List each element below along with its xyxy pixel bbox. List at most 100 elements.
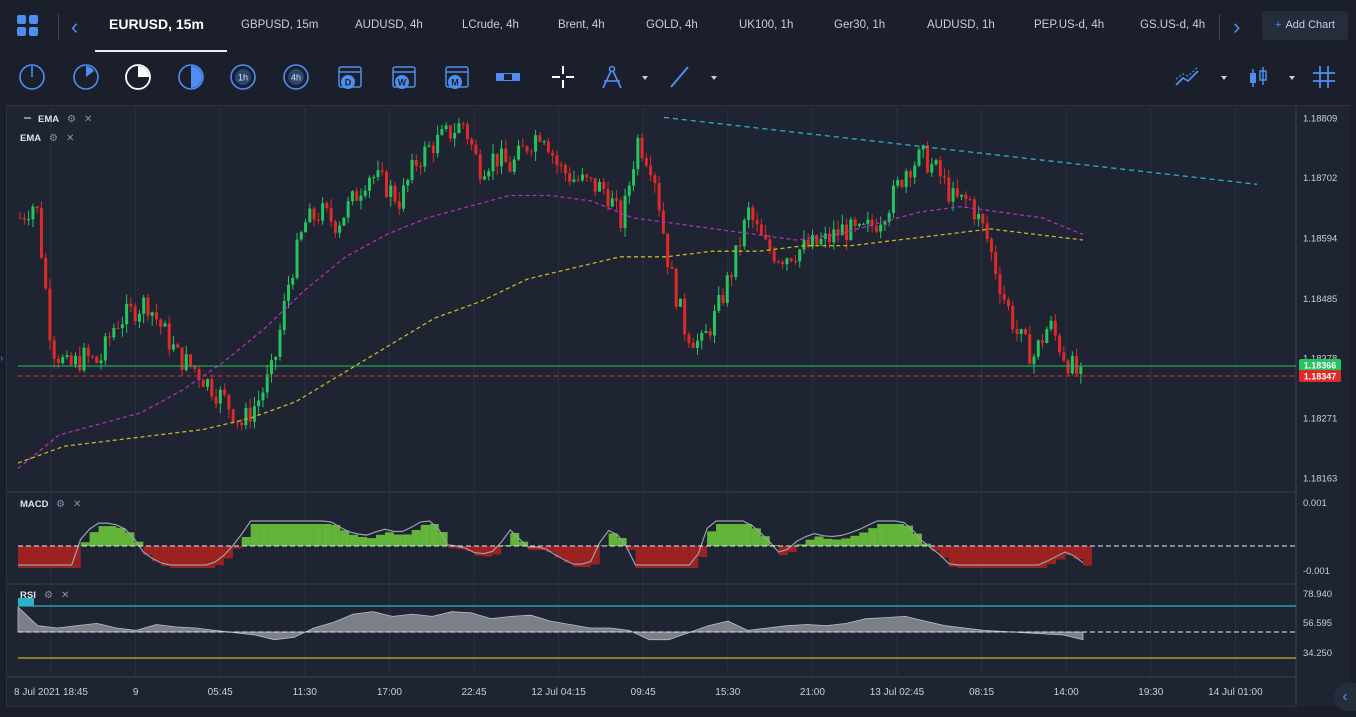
macd-label[interactable]: MACD: [20, 499, 49, 510]
macd-bar: [205, 546, 215, 568]
tab-brent-4h[interactable]: Brent, 4h: [558, 19, 605, 31]
candle-body: [248, 407, 252, 422]
macd-settings-icon[interactable]: ⚙: [56, 499, 65, 510]
timeframe-30m-icon[interactable]: [177, 63, 205, 91]
timeframe-1m-icon[interactable]: [18, 63, 46, 91]
macd-bar: [71, 546, 81, 568]
timeframe-monthly-icon[interactable]: M: [443, 63, 471, 91]
tab-pep-us-4h[interactable]: PEP.US-d, 4h: [1034, 19, 1105, 31]
rsi-settings-icon[interactable]: ⚙: [44, 590, 53, 601]
price-axis[interactable]: [1296, 105, 1350, 706]
timeframe-d-label: D: [345, 78, 352, 88]
macd-bar: [671, 546, 681, 568]
candle-body: [977, 213, 981, 220]
trendline[interactable]: [663, 116, 1258, 185]
chart-area[interactable]: [6, 105, 1297, 707]
tab-gold-4h[interactable]: GOLD, 4h: [646, 19, 698, 31]
ema2-settings-icon[interactable]: ⚙: [49, 133, 58, 144]
candle-body: [836, 229, 840, 236]
macd-bar: [1065, 546, 1075, 555]
tab-gs-us-4h[interactable]: GS.US-d, 4h: [1140, 19, 1206, 31]
candle-body: [461, 123, 465, 125]
tab-gbpusd-15m[interactable]: GBPUSD, 15m: [241, 19, 319, 31]
chart-type-candles-icon[interactable]: [1244, 63, 1272, 91]
macd-bar: [877, 524, 887, 546]
expand-right-icon[interactable]: ‹: [1334, 683, 1356, 711]
add-chart-button[interactable]: + Add Chart: [1262, 11, 1348, 40]
candle-body: [606, 189, 610, 207]
tab-audusd-1h[interactable]: AUDUSD, 1h: [927, 19, 995, 31]
timeframe-weekly-icon[interactable]: W: [390, 63, 418, 91]
macd-bar: [832, 539, 842, 546]
tab-active-label: EURUSD, 15m: [109, 16, 204, 32]
timeframe-15m-icon[interactable]: [124, 63, 152, 91]
candle-body: [99, 360, 103, 364]
candle-body: [218, 389, 222, 404]
timeframe-1h-icon[interactable]: 1h: [229, 63, 257, 91]
rsi-label[interactable]: RSI: [20, 590, 36, 601]
range-tool-icon[interactable]: [494, 63, 522, 91]
line-dropdown-icon[interactable]: [700, 63, 717, 91]
candle-body: [921, 145, 925, 150]
macd-bar: [223, 546, 233, 559]
candle-body: [644, 157, 648, 166]
candle-body: [593, 178, 597, 192]
grid-toggle-icon[interactable]: [1310, 63, 1338, 91]
macd-bar: [89, 532, 99, 546]
tabs-scroll-left-icon[interactable]: ‹: [71, 14, 79, 39]
time-tick-label: 21:00: [800, 687, 825, 698]
ema1-label[interactable]: EMA: [38, 114, 59, 125]
price-tick-label: 1.18485: [1303, 294, 1337, 305]
macd-bar: [295, 524, 305, 546]
divider: [1219, 14, 1220, 40]
macd-close-icon[interactable]: ✕: [73, 499, 81, 510]
candle-body: [1023, 329, 1027, 335]
macd-bar: [581, 546, 591, 568]
indicators-dropdown-icon[interactable]: [1210, 63, 1227, 91]
tab-active[interactable]: EURUSD, 15m: [95, 0, 227, 52]
candle-body: [257, 400, 261, 407]
indicators-icon[interactable]: [1174, 63, 1202, 91]
expand-left-icon[interactable]: ›: [0, 353, 4, 364]
macd-bar: [930, 546, 940, 551]
ema2-close-icon[interactable]: ✕: [66, 133, 74, 144]
ema1-settings-icon[interactable]: ⚙: [67, 114, 76, 125]
candle-body: [627, 185, 631, 196]
tab-uk100-1h[interactable]: UK100, 1h: [739, 19, 794, 31]
macd-bar: [375, 534, 385, 546]
timeframe-5m-icon[interactable]: [72, 63, 100, 91]
ema2-label[interactable]: EMA: [20, 133, 41, 144]
tab-lcrude-4h[interactable]: LCrude, 4h: [462, 19, 519, 31]
rsi-close-icon[interactable]: ✕: [61, 590, 69, 601]
macd-bar: [161, 546, 171, 566]
candle-body: [189, 354, 193, 366]
macd-bar: [1002, 546, 1012, 568]
drawing-dropdown-icon[interactable]: [631, 63, 648, 91]
candle-body: [31, 206, 35, 220]
timeframe-daily-icon[interactable]: D: [336, 63, 364, 91]
tab-ger30-1h[interactable]: Ger30, 1h: [834, 19, 886, 31]
macd-bar: [1056, 546, 1066, 560]
ema1-close-icon[interactable]: ✕: [84, 114, 92, 125]
candle-body: [363, 190, 367, 196]
candle-body: [146, 297, 150, 316]
timeframe-4h-icon[interactable]: 4h: [282, 63, 310, 91]
candle-body: [1028, 334, 1032, 365]
tab-audusd-4h[interactable]: AUDUSD, 4h: [355, 19, 423, 31]
candle-body: [734, 245, 738, 278]
rsi-overbought-marker: [18, 598, 34, 606]
candle-body: [691, 342, 695, 349]
line-tool-icon[interactable]: [666, 63, 694, 91]
candle-body: [444, 125, 448, 130]
drawing-compass-icon[interactable]: [598, 63, 626, 91]
layout-grid-icon[interactable]: [17, 15, 39, 37]
chart-type-dropdown-icon[interactable]: [1278, 63, 1295, 91]
candle-body: [542, 141, 546, 143]
macd-bar: [340, 530, 350, 546]
crosshair-icon[interactable]: [549, 63, 577, 91]
macd-bar: [519, 541, 529, 546]
tabs-scroll-right-icon[interactable]: ›: [1233, 14, 1241, 39]
candle-body: [580, 174, 584, 181]
macd-bar: [411, 529, 421, 546]
